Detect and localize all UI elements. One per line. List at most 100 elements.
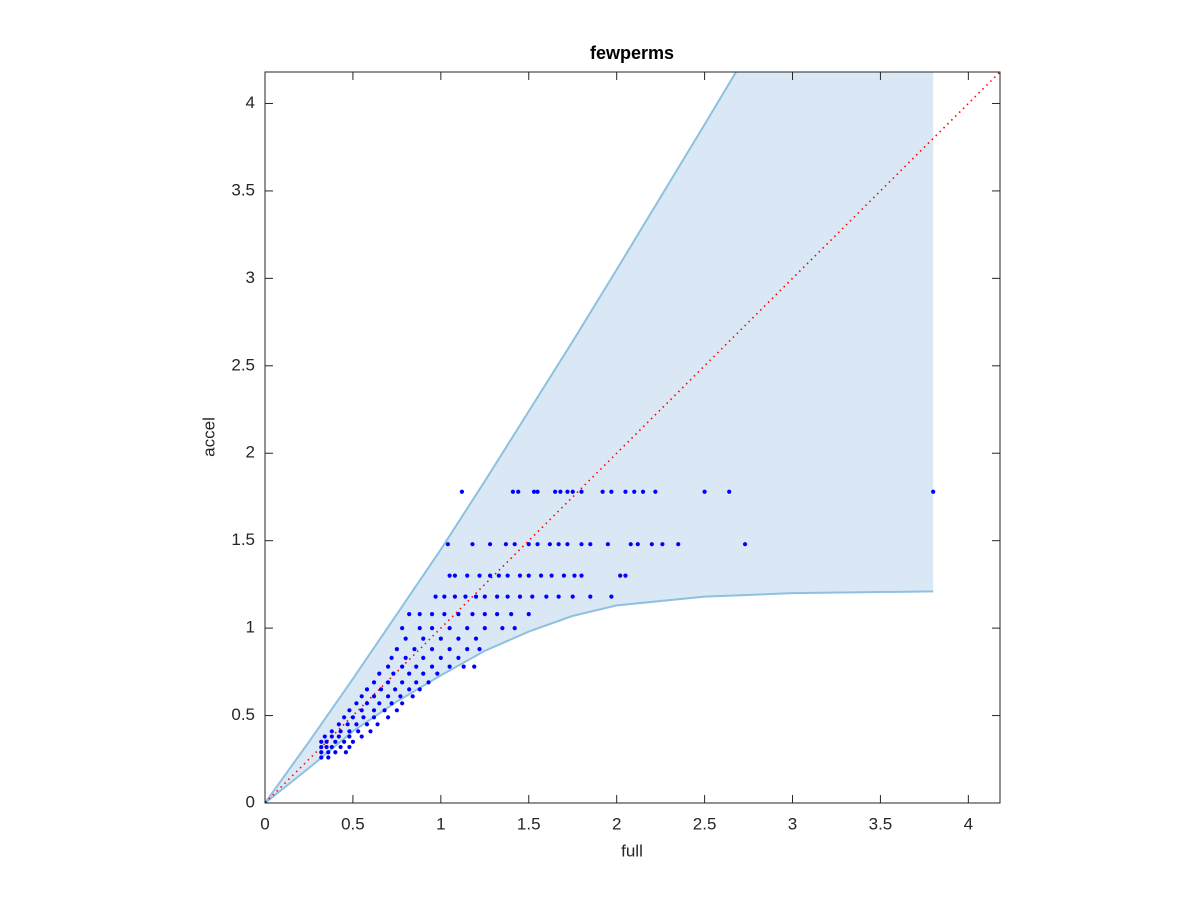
y-tick-label: 4 bbox=[246, 93, 255, 112]
point bbox=[361, 715, 366, 720]
point bbox=[477, 647, 482, 652]
point bbox=[535, 542, 540, 547]
point bbox=[538, 573, 544, 578]
point bbox=[347, 734, 352, 739]
point bbox=[400, 626, 405, 631]
point bbox=[364, 687, 370, 692]
plot-area bbox=[265, 72, 1000, 803]
point bbox=[347, 708, 352, 713]
point bbox=[512, 626, 517, 631]
point bbox=[400, 664, 405, 669]
point bbox=[509, 612, 514, 617]
point bbox=[421, 671, 426, 676]
point bbox=[505, 594, 510, 599]
axes: 0 0.5 1 1.5 2 2.5 3 3.5 4 0 0.5 1 1.5 2 2.5 3 3.5 4 bbox=[231, 71, 1001, 833]
x-axis-label: full bbox=[621, 841, 643, 860]
point bbox=[326, 755, 331, 760]
point bbox=[445, 542, 450, 547]
point bbox=[572, 573, 577, 578]
point bbox=[447, 626, 452, 631]
point bbox=[403, 655, 408, 660]
point bbox=[354, 722, 359, 727]
point bbox=[412, 647, 417, 652]
point bbox=[503, 542, 508, 547]
point bbox=[588, 594, 593, 599]
x-tick-label: 1 bbox=[436, 814, 445, 833]
point bbox=[495, 612, 500, 617]
x-tick-label: 0 bbox=[260, 814, 269, 833]
point bbox=[653, 489, 658, 494]
point bbox=[544, 594, 549, 599]
point bbox=[385, 664, 391, 669]
point bbox=[609, 489, 614, 494]
point bbox=[452, 573, 458, 578]
point bbox=[556, 594, 561, 599]
point bbox=[414, 664, 419, 669]
point bbox=[452, 594, 458, 599]
point bbox=[426, 680, 431, 685]
point bbox=[727, 489, 732, 494]
point bbox=[329, 744, 334, 750]
point bbox=[391, 671, 396, 676]
point bbox=[421, 636, 426, 641]
point bbox=[433, 594, 438, 599]
point bbox=[526, 573, 531, 578]
point bbox=[628, 542, 633, 547]
point bbox=[400, 680, 405, 685]
point bbox=[429, 626, 435, 631]
point bbox=[385, 694, 391, 699]
point bbox=[561, 573, 567, 578]
point bbox=[407, 687, 412, 692]
point bbox=[407, 671, 412, 676]
point bbox=[429, 664, 435, 669]
y-tick-label: 2 bbox=[246, 443, 255, 462]
band-upper bbox=[265, 72, 738, 803]
point bbox=[516, 489, 521, 494]
point bbox=[482, 594, 487, 599]
point bbox=[389, 701, 394, 706]
point bbox=[368, 729, 373, 734]
point bbox=[470, 542, 475, 547]
point bbox=[377, 671, 382, 676]
point bbox=[742, 542, 748, 547]
point bbox=[319, 750, 324, 755]
point bbox=[364, 722, 370, 727]
point bbox=[459, 489, 465, 494]
point bbox=[429, 647, 435, 652]
point bbox=[600, 489, 605, 494]
point bbox=[472, 664, 477, 669]
point bbox=[517, 573, 523, 578]
point bbox=[579, 489, 584, 494]
point bbox=[565, 489, 570, 494]
point bbox=[570, 594, 575, 599]
chart-title: fewperms bbox=[590, 43, 674, 63]
point bbox=[495, 594, 500, 599]
point bbox=[350, 715, 356, 720]
point bbox=[326, 750, 331, 755]
point bbox=[343, 750, 348, 755]
point bbox=[579, 542, 584, 547]
point bbox=[553, 489, 558, 494]
point bbox=[579, 573, 584, 578]
point bbox=[531, 489, 537, 494]
point bbox=[640, 489, 646, 494]
point bbox=[359, 734, 364, 739]
point bbox=[487, 542, 493, 547]
point bbox=[482, 612, 487, 617]
point bbox=[442, 612, 447, 617]
point bbox=[350, 739, 356, 744]
point bbox=[517, 594, 523, 599]
point bbox=[605, 542, 610, 547]
point bbox=[702, 489, 707, 494]
point bbox=[354, 701, 359, 706]
point bbox=[345, 722, 350, 727]
point bbox=[447, 647, 452, 652]
point bbox=[570, 489, 575, 494]
point bbox=[456, 655, 461, 660]
point bbox=[931, 489, 936, 494]
point bbox=[400, 701, 405, 706]
point bbox=[447, 573, 452, 578]
point bbox=[329, 729, 334, 734]
point bbox=[394, 647, 399, 652]
point bbox=[324, 744, 329, 750]
